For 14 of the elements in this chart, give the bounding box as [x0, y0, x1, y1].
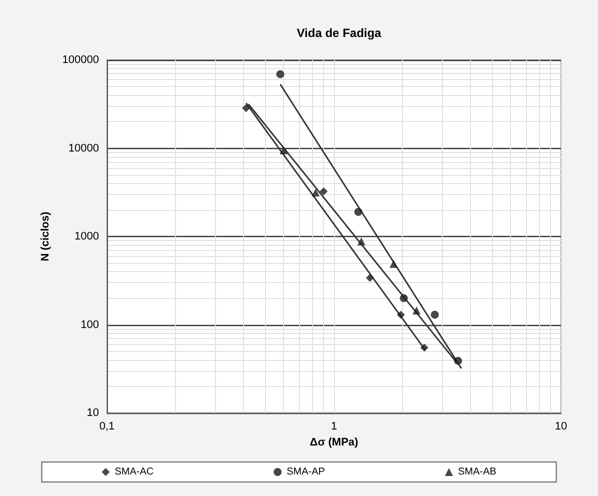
- y-tick-label: 100: [80, 318, 99, 331]
- y-axis-title: N (ciclos): [40, 211, 52, 262]
- y-tick-label: 10000: [68, 142, 99, 154]
- y-tick-label: 1000: [74, 230, 99, 242]
- legend-label: SMA-AP: [286, 466, 326, 478]
- y-tick-label: 10: [86, 407, 99, 419]
- chart-title: Vida de Fadiga: [296, 26, 382, 40]
- legend-label: SMA-AB: [458, 466, 497, 478]
- x-tick-label: 1: [330, 420, 338, 432]
- y-tick-label: 100000: [62, 54, 99, 66]
- legend-label: SMA-AC: [114, 466, 154, 478]
- x-tick-label: 10: [554, 420, 568, 432]
- x-axis-title: Δσ (MPa): [310, 436, 359, 448]
- x-tick-label: 0,1: [99, 420, 115, 432]
